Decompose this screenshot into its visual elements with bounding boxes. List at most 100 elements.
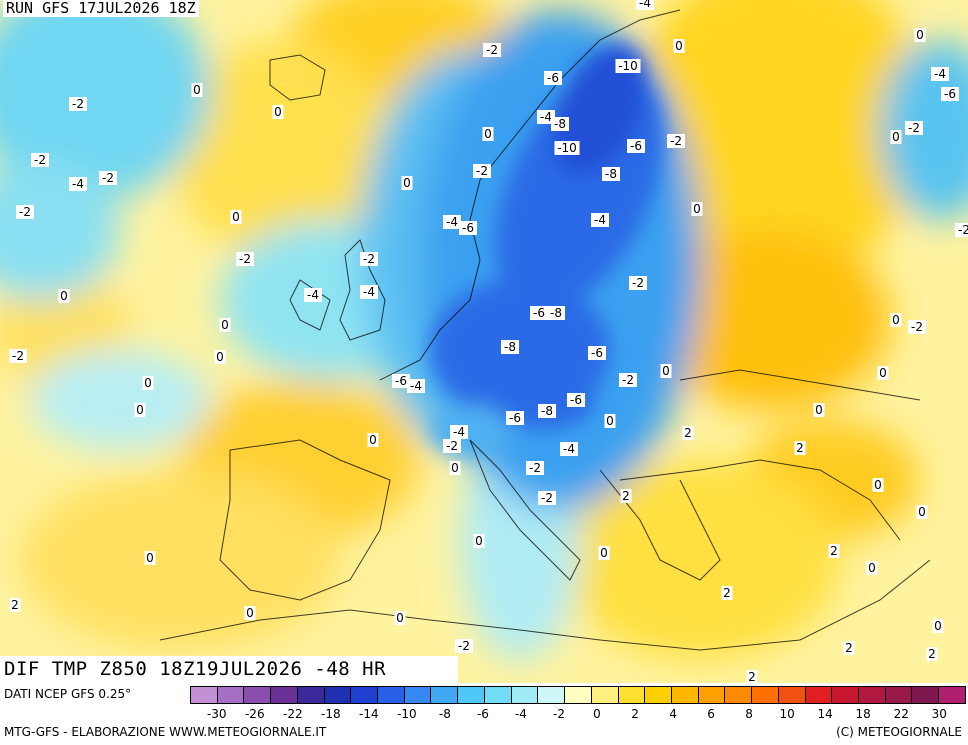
- svg-text:2: 2: [830, 544, 838, 558]
- scale-cell: [805, 687, 833, 703]
- coastlines: [159, 9, 931, 651]
- contour-label: -2: [905, 121, 923, 135]
- contour-label: 2: [721, 586, 733, 600]
- scale-cell: [752, 687, 779, 703]
- svg-text:-6: -6: [630, 139, 642, 153]
- scale-cell: [244, 687, 272, 703]
- svg-text:2: 2: [723, 586, 731, 600]
- contour-label: -6: [459, 221, 477, 235]
- svg-text:-8: -8: [605, 167, 617, 181]
- contour-label: -2: [455, 639, 473, 653]
- scale-tick-label: -2: [553, 707, 565, 721]
- contour-label: -4: [636, 0, 654, 10]
- svg-text:0: 0: [216, 350, 224, 364]
- svg-text:-4: -4: [307, 288, 319, 302]
- contour-label: -2: [443, 439, 461, 453]
- svg-text:0: 0: [274, 105, 282, 119]
- contour-label: 0: [134, 403, 146, 417]
- contour-label: -2: [483, 43, 501, 57]
- svg-text:0: 0: [879, 366, 887, 380]
- run-label: RUN GFS 17JUL2026 18Z: [3, 0, 199, 17]
- contour-label: -4: [591, 213, 609, 227]
- svg-text:-6: -6: [533, 306, 545, 320]
- contour-label: 0: [872, 478, 884, 492]
- contour-label: 0: [914, 28, 926, 42]
- svg-text:-6: -6: [462, 221, 474, 235]
- svg-text:-2: -2: [529, 461, 541, 475]
- footer-copyright: (C) METEOGIORNALE: [836, 725, 962, 739]
- scale-tick-label: -18: [321, 707, 341, 721]
- svg-text:-2: -2: [622, 373, 634, 387]
- contour-label: 0: [401, 176, 413, 190]
- svg-text:0: 0: [606, 414, 614, 428]
- svg-text:0: 0: [475, 534, 483, 548]
- svg-text:-2: -2: [486, 43, 498, 57]
- contour-label: -6: [567, 393, 585, 407]
- scale-tick-label: 14: [817, 707, 833, 721]
- svg-text:-4: -4: [453, 425, 465, 439]
- scale-tick-label: -26: [244, 707, 265, 721]
- contour-label: -6: [506, 411, 524, 425]
- scale-cell: [484, 687, 512, 703]
- svg-text:-2: -2: [958, 223, 968, 237]
- svg-text:0: 0: [675, 39, 683, 53]
- contour-label: -4: [69, 177, 87, 191]
- scale-tick-label: 22: [893, 707, 909, 721]
- contour-label: -4: [407, 379, 425, 393]
- contour-label: -8: [501, 340, 519, 354]
- svg-text:2: 2: [748, 670, 756, 683]
- svg-text:-4: -4: [72, 177, 84, 191]
- contour-label: 0: [691, 202, 703, 216]
- contour-label: -4: [931, 67, 949, 81]
- scale-cell: [671, 687, 699, 703]
- contour-label: -2: [955, 223, 968, 237]
- contour-label: 0: [58, 289, 70, 303]
- svg-text:-2: -2: [476, 164, 488, 178]
- svg-text:-8: -8: [554, 117, 566, 131]
- scale-cell: [725, 687, 753, 703]
- scale-tick-label: 4: [669, 707, 677, 721]
- svg-text:-4: -4: [934, 67, 946, 81]
- contour-label: 0: [394, 611, 406, 625]
- contour-labels: -400-2-10-6 -4-60-20 -4 -8 -200-10 -6 -2-2-2 -8…: [9, 0, 968, 683]
- svg-text:2: 2: [11, 598, 19, 612]
- contour-label: 0: [866, 561, 878, 575]
- contour-label: -2: [667, 134, 685, 148]
- contour-label: -4: [304, 288, 322, 302]
- svg-text:-2: -2: [632, 276, 644, 290]
- svg-text:2: 2: [684, 426, 692, 440]
- scale-cell: [698, 687, 726, 703]
- scale-tick-label: -4: [514, 707, 527, 721]
- contour-label: -2: [473, 164, 491, 178]
- scale-tick-label: -8: [438, 707, 451, 721]
- svg-text:-2: -2: [34, 153, 46, 167]
- temperature-anomaly-map: -400-2-10-6 -4-60-20 -4 -8 -200-10 -6 -2-2-2 -8…: [0, 0, 968, 683]
- svg-text:-6: -6: [944, 87, 956, 101]
- contour-label: -6: [588, 346, 606, 360]
- svg-text:0: 0: [60, 289, 68, 303]
- scale-cell: [885, 687, 913, 703]
- contour-label: 0: [813, 403, 825, 417]
- contour-label: -2: [629, 276, 647, 290]
- contour-label: 0: [916, 505, 928, 519]
- data-source-label: DATI NCEP GFS 0.25°: [4, 687, 132, 701]
- contour-label: -2: [16, 205, 34, 219]
- scale-tick-label: 18: [855, 707, 871, 721]
- svg-text:0: 0: [934, 619, 942, 633]
- contour-label: 2: [828, 544, 840, 558]
- scale-cell: [858, 687, 886, 703]
- svg-text:-2: -2: [911, 320, 923, 334]
- svg-text:-2: -2: [363, 252, 375, 266]
- contour-label: 2: [926, 647, 938, 661]
- svg-text:-4: -4: [446, 215, 458, 229]
- svg-text:0: 0: [136, 403, 144, 417]
- scale-tick-label: -30: [206, 707, 227, 721]
- svg-text:0: 0: [451, 461, 459, 475]
- svg-text:0: 0: [693, 202, 701, 216]
- svg-text:0: 0: [662, 364, 670, 378]
- scale-tick-label: 8: [745, 707, 753, 721]
- scale-cell: [458, 687, 485, 703]
- scale-cell: [912, 687, 940, 703]
- svg-text:-4: -4: [410, 379, 422, 393]
- contour-label: -8: [551, 117, 569, 131]
